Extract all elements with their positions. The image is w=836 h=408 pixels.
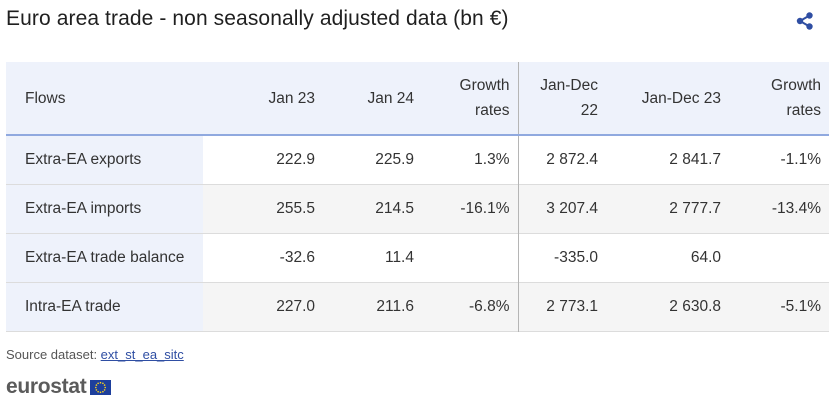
eurostat-logo: eurostat [6,375,112,398]
cell-jan-dec-22: -335.0 [517,233,606,282]
header-jan-dec-22-line1: Jan-Dec [540,77,598,94]
header-growth-line1: Growth [459,77,510,94]
source-dataset: Source dataset: ext_st_ea_sitc [6,347,184,362]
table-header-row: Flows Jan 23 Jan 24 Growth rates Jan-Dec… [6,62,829,136]
header-jan-23: Jan 23 [203,62,323,136]
header-growth2-line2: rates [786,102,821,119]
cell-growth-monthly: 1.3% [474,150,510,168]
cell-jan-23: 255.5 [203,184,323,233]
cell-jan-24: 211.6 [323,282,422,331]
cell-jan-23: 222.9 [276,150,315,168]
cell-jan-dec-23: 2 777.7 [606,184,729,233]
source-dataset-link[interactable]: ext_st_ea_sitc [100,347,184,362]
table-row: Intra-EA trade 227.0 211.6 -6.8% 2 773.1… [6,282,829,331]
header-flows: Flows [6,62,203,136]
cell-jan-dec-22: 2 872.4 [517,135,606,184]
cell-growth-monthly: -6.8% [422,282,518,331]
share-icon[interactable] [795,11,815,31]
logo-text: eurostat [6,375,87,398]
cell-jan-dec-23: 2 841.7 [669,150,721,168]
cell-growth-annual: -1.1% [780,150,822,168]
cell-growth-annual: -5.1% [729,282,829,331]
source-prefix: Source dataset: [6,347,101,362]
header-growth2-line1: Growth [771,77,821,94]
row-label: Extra-EA trade balance [6,233,203,282]
trade-table: Flows Jan 23 Jan 24 Growth rates Jan-Dec… [6,62,829,332]
cell-jan-24: 11.4 [384,248,414,266]
header-growth-rates-annual: Growth rates [729,62,829,136]
header-jan-24: Jan 24 [323,62,422,136]
table-row: Extra-EA imports 255.5 214.5 -16.1% 3 20… [6,184,829,233]
chart-title: Euro area trade - non seasonally adjuste… [6,7,509,30]
cell-jan-23: 227.0 [203,282,323,331]
cell-growth-monthly: -16.1% [422,184,518,233]
header-jan-dec-22-line2: 22 [580,102,598,119]
cell-jan-24: 214.5 [323,184,422,233]
trade-table-container: Flows Jan 23 Jan 24 Growth rates Jan-Dec… [6,62,829,332]
cell-growth-monthly [422,233,518,282]
cell-growth-annual [729,233,829,282]
table-row: Extra-EA exports 222.9 225.9 1.3% 2 872.… [6,135,829,184]
row-label: Intra-EA trade [6,282,203,331]
cell-jan-dec-22: 3 207.4 [517,184,606,233]
header-growth-line2: rates [475,102,510,119]
row-label: Extra-EA imports [6,184,203,233]
header-growth-rates-monthly: Growth rates [422,62,518,136]
cell-jan-dec-22: 2 773.1 [517,282,606,331]
cell-jan-23: -32.6 [279,248,315,266]
row-label: Extra-EA exports [6,135,203,184]
cell-jan-dec-23: 2 630.8 [606,282,729,331]
eu-flag-icon [90,379,112,395]
header-jan-dec-23: Jan-Dec 23 [606,62,729,136]
cell-jan-24: 225.9 [375,150,414,168]
cell-growth-annual: -13.4% [729,184,829,233]
header-jan-dec-22: Jan-Dec 22 [517,62,606,136]
table-row: Extra-EA trade balance -32.6 11.4 -335.0… [6,233,829,282]
cell-jan-dec-23: 64.0 [690,248,721,266]
